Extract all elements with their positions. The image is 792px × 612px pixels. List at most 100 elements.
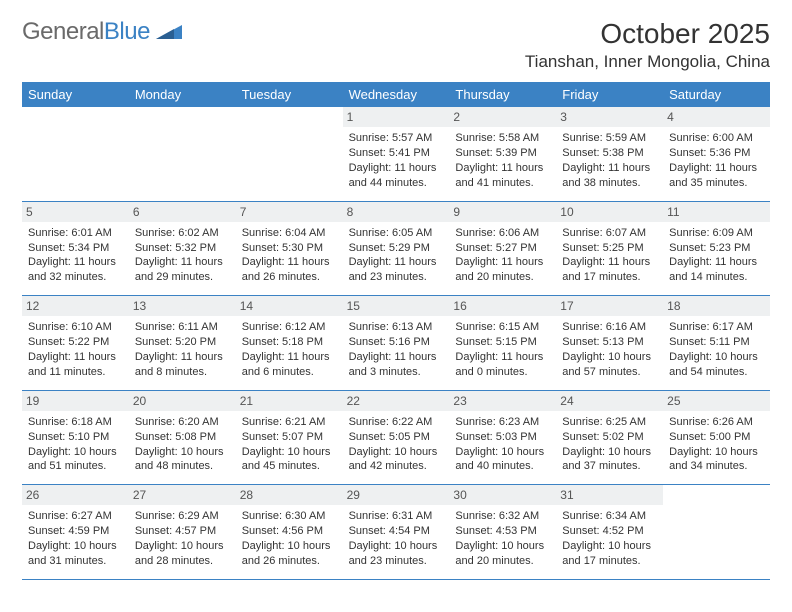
daylight-text: Daylight: 11 hours [135,255,230,270]
sunrise-text: Sunrise: 6:20 AM [135,415,230,430]
sunrise-text: Sunrise: 6:04 AM [242,226,337,241]
day-number: 20 [129,391,236,411]
sunset-text: Sunset: 5:13 PM [562,335,657,350]
daylight-text: and 29 minutes. [135,270,230,285]
calendar-cell: 8Sunrise: 6:05 AMSunset: 5:29 PMDaylight… [343,202,450,296]
day-number: 30 [449,485,556,505]
sunset-text: Sunset: 5:23 PM [669,241,764,256]
calendar-cell-empty [129,107,236,201]
day-header: Sunday [22,82,129,107]
daylight-text: and 40 minutes. [455,459,550,474]
sunset-text: Sunset: 5:18 PM [242,335,337,350]
calendar-row: 26Sunrise: 6:27 AMSunset: 4:59 PMDayligh… [22,485,770,580]
sunset-text: Sunset: 5:20 PM [135,335,230,350]
daylight-text: and 38 minutes. [562,176,657,191]
daylight-text: and 51 minutes. [28,459,123,474]
day-number: 27 [129,485,236,505]
calendar-cell: 2Sunrise: 5:58 AMSunset: 5:39 PMDaylight… [449,107,556,201]
sunset-text: Sunset: 5:32 PM [135,241,230,256]
sunset-text: Sunset: 4:59 PM [28,524,123,539]
sunset-text: Sunset: 4:57 PM [135,524,230,539]
calendar-cell: 1Sunrise: 5:57 AMSunset: 5:41 PMDaylight… [343,107,450,201]
calendar-cell: 30Sunrise: 6:32 AMSunset: 4:53 PMDayligh… [449,485,556,579]
sunset-text: Sunset: 5:07 PM [242,430,337,445]
sunrise-text: Sunrise: 6:22 AM [349,415,444,430]
sunrise-text: Sunrise: 6:18 AM [28,415,123,430]
calendar-row: 5Sunrise: 6:01 AMSunset: 5:34 PMDaylight… [22,202,770,297]
sunrise-text: Sunrise: 5:57 AM [349,131,444,146]
daylight-text: Daylight: 11 hours [349,161,444,176]
daylight-text: and 8 minutes. [135,365,230,380]
daylight-text: Daylight: 11 hours [455,350,550,365]
day-number: 23 [449,391,556,411]
sunrise-text: Sunrise: 6:09 AM [669,226,764,241]
day-header: Saturday [663,82,770,107]
sunrise-text: Sunrise: 6:30 AM [242,509,337,524]
sunrise-text: Sunrise: 6:32 AM [455,509,550,524]
daylight-text: Daylight: 11 hours [669,161,764,176]
calendar-cell: 4Sunrise: 6:00 AMSunset: 5:36 PMDaylight… [663,107,770,201]
calendar-cell-empty [236,107,343,201]
daylight-text: and 41 minutes. [455,176,550,191]
sunset-text: Sunset: 5:16 PM [349,335,444,350]
logo-text: GeneralBlue [22,18,150,46]
daylight-text: and 20 minutes. [455,270,550,285]
daylight-text: and 32 minutes. [28,270,123,285]
daylight-text: Daylight: 10 hours [349,445,444,460]
sunrise-text: Sunrise: 6:13 AM [349,320,444,335]
header: GeneralBlue October 2025 Tianshan, Inner… [22,18,770,72]
daylight-text: Daylight: 11 hours [242,350,337,365]
daylight-text: and 6 minutes. [242,365,337,380]
sunrise-text: Sunrise: 6:02 AM [135,226,230,241]
logo: GeneralBlue [22,18,182,46]
calendar-cell: 12Sunrise: 6:10 AMSunset: 5:22 PMDayligh… [22,296,129,390]
sunset-text: Sunset: 5:39 PM [455,146,550,161]
sunset-text: Sunset: 5:00 PM [669,430,764,445]
logo-text-gray: General [22,18,104,45]
calendar-cell: 10Sunrise: 6:07 AMSunset: 5:25 PMDayligh… [556,202,663,296]
daylight-text: and 3 minutes. [349,365,444,380]
daylight-text: and 23 minutes. [349,554,444,569]
sunrise-text: Sunrise: 5:58 AM [455,131,550,146]
day-number: 3 [556,107,663,127]
day-number: 9 [449,202,556,222]
calendar-cell: 18Sunrise: 6:17 AMSunset: 5:11 PMDayligh… [663,296,770,390]
daylight-text: Daylight: 10 hours [669,445,764,460]
daylight-text: and 34 minutes. [669,459,764,474]
sunrise-text: Sunrise: 6:11 AM [135,320,230,335]
sunrise-text: Sunrise: 6:21 AM [242,415,337,430]
day-number: 28 [236,485,343,505]
sunrise-text: Sunrise: 6:07 AM [562,226,657,241]
calendar-cell: 11Sunrise: 6:09 AMSunset: 5:23 PMDayligh… [663,202,770,296]
sunrise-text: Sunrise: 6:15 AM [455,320,550,335]
calendar-cell-empty [663,485,770,579]
sunrise-text: Sunrise: 6:06 AM [455,226,550,241]
day-number: 12 [22,296,129,316]
sunrise-text: Sunrise: 6:26 AM [669,415,764,430]
calendar-cell: 7Sunrise: 6:04 AMSunset: 5:30 PMDaylight… [236,202,343,296]
calendar-cell: 16Sunrise: 6:15 AMSunset: 5:15 PMDayligh… [449,296,556,390]
sunrise-text: Sunrise: 6:16 AM [562,320,657,335]
daylight-text: and 35 minutes. [669,176,764,191]
daylight-text: Daylight: 10 hours [28,539,123,554]
daylight-text: and 42 minutes. [349,459,444,474]
daylight-text: Daylight: 11 hours [28,350,123,365]
sunset-text: Sunset: 5:03 PM [455,430,550,445]
calendar-cell: 5Sunrise: 6:01 AMSunset: 5:34 PMDaylight… [22,202,129,296]
logo-triangle-icon [156,21,182,44]
location-subtitle: Tianshan, Inner Mongolia, China [525,52,770,72]
day-number: 11 [663,202,770,222]
calendar-cell: 27Sunrise: 6:29 AMSunset: 4:57 PMDayligh… [129,485,236,579]
sunrise-text: Sunrise: 5:59 AM [562,131,657,146]
calendar-cell: 23Sunrise: 6:23 AMSunset: 5:03 PMDayligh… [449,391,556,485]
calendar-cell: 6Sunrise: 6:02 AMSunset: 5:32 PMDaylight… [129,202,236,296]
calendar-cell-empty [22,107,129,201]
sunset-text: Sunset: 5:15 PM [455,335,550,350]
calendar-cell: 24Sunrise: 6:25 AMSunset: 5:02 PMDayligh… [556,391,663,485]
day-header: Tuesday [236,82,343,107]
sunset-text: Sunset: 5:11 PM [669,335,764,350]
calendar-cell: 28Sunrise: 6:30 AMSunset: 4:56 PMDayligh… [236,485,343,579]
sunset-text: Sunset: 5:30 PM [242,241,337,256]
calendar-cell: 14Sunrise: 6:12 AMSunset: 5:18 PMDayligh… [236,296,343,390]
month-year-title: October 2025 [525,18,770,50]
